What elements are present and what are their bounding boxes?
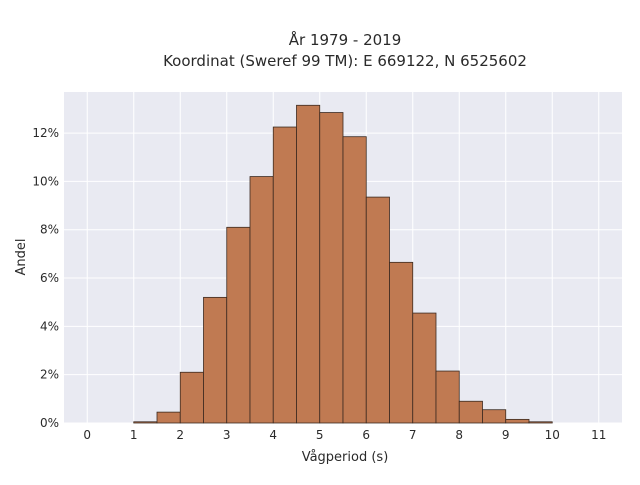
y-tick-label-3: 6%: [40, 271, 59, 285]
x-tick-label-3: 3: [223, 428, 231, 442]
histogram-bar-16: [505, 418, 530, 424]
x-axis-label: Vågperiod (s): [302, 450, 389, 465]
x-tick-label-10: 10: [545, 428, 560, 442]
histogram-bar-11: [389, 261, 414, 424]
histogram-bar-13: [435, 370, 460, 424]
x-tick-label-6: 6: [362, 428, 370, 442]
histogram-bars: [133, 104, 553, 424]
y-tick-label-6: 12%: [32, 126, 59, 140]
histogram-bar-4: [226, 226, 251, 424]
x-tick-label-7: 7: [409, 428, 417, 442]
x-tick-label-4: 4: [269, 428, 277, 442]
y-tick-label-2: 4%: [40, 319, 59, 333]
y-axis-label: Andel: [14, 239, 29, 276]
histogram-bar-15: [482, 409, 507, 424]
histogram-bar-17: [528, 421, 553, 424]
histogram-bar-10: [365, 196, 390, 424]
histogram-bar-9: [342, 136, 367, 424]
y-tick-label-5: 10%: [32, 174, 59, 188]
x-tick-label-11: 11: [591, 428, 606, 442]
histogram-bar-7: [296, 104, 321, 424]
y-axis-ticks: 0% 2% 4% 6% 8% 10% 12%: [32, 126, 59, 430]
y-tick-label-1: 2%: [40, 368, 59, 382]
y-tick-label-4: 8%: [40, 223, 59, 237]
histogram-bar-6: [272, 126, 297, 424]
x-axis-ticks: 0 1 2 3 4 5 6 7 8 9 10 11: [83, 428, 606, 442]
x-tick-label-8: 8: [455, 428, 463, 442]
x-tick-label-9: 9: [502, 428, 510, 442]
histogram-bar-8: [319, 112, 344, 424]
histogram-bar-0: [133, 421, 158, 424]
x-tick-label-1: 1: [130, 428, 138, 442]
histogram-bar-5: [249, 176, 274, 424]
histogram-bar-14: [458, 400, 483, 424]
histogram-bar-2: [179, 371, 204, 424]
chart-title-line-1: År 1979 - 2019: [289, 30, 402, 49]
x-tick-label-2: 2: [176, 428, 184, 442]
x-tick-label-0: 0: [83, 428, 91, 442]
chart-title-line-2: Koordinat (Sweref 99 TM): E 669122, N 65…: [163, 52, 527, 70]
x-tick-label-5: 5: [316, 428, 324, 442]
histogram-bar-1: [156, 411, 181, 424]
histogram-bar-12: [412, 312, 437, 424]
y-tick-label-0: 0%: [40, 416, 59, 430]
histogram-bar-3: [203, 296, 228, 424]
